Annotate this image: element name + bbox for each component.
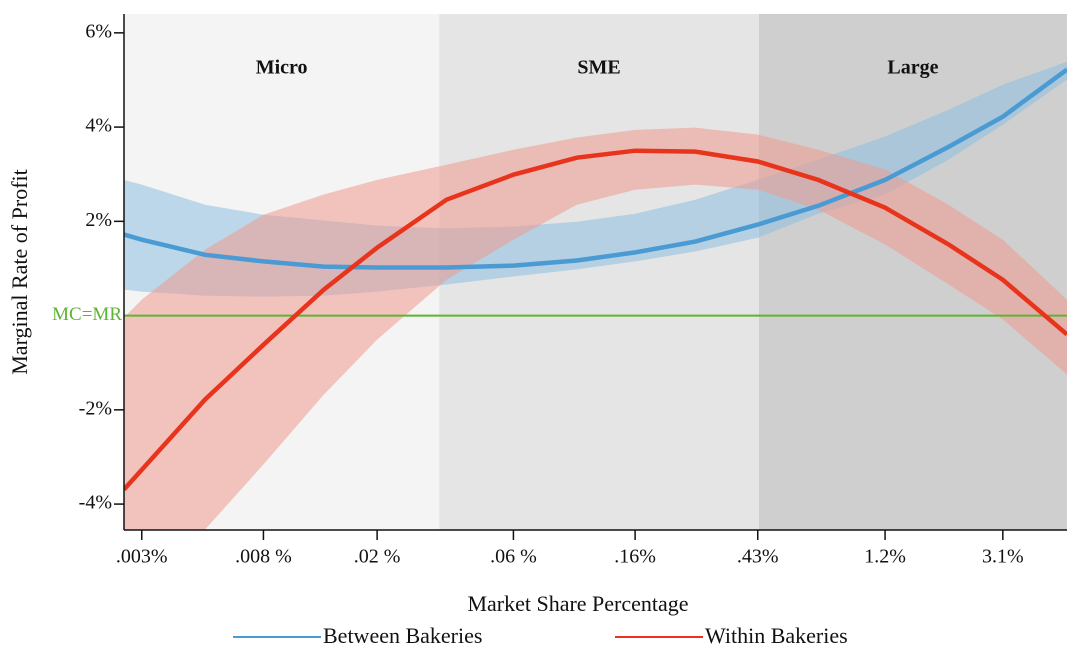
series-line (124, 148, 1067, 492)
x-axis-title: Market Share Percentage (467, 591, 688, 616)
series-line (124, 67, 1067, 270)
legend-label: Within Bakeries (705, 623, 848, 648)
x-tick-label: 3.1% (982, 546, 1024, 568)
region-label: SME (577, 57, 620, 79)
x-tick-label: 1.2% (864, 546, 906, 568)
y-tick-label: 4% (85, 115, 112, 137)
y-axis-title: Marginal Rate of Profit (7, 169, 32, 375)
y-tick-label: 2% (85, 209, 112, 231)
axes: MC=MR 6% 4% 2% -2% -4% .003% .008 % .02 % .06 % .1… (52, 14, 1067, 568)
y-tick-label: -2% (79, 397, 112, 419)
x-tick-label: .06 % (490, 546, 537, 568)
x-tick-label: .16% (614, 546, 656, 568)
reference-label: MC=MR (52, 304, 122, 325)
lines (124, 67, 1067, 492)
x-tick-label: .008 % (235, 546, 292, 568)
x-tick-label: .43% (737, 546, 779, 568)
y-tick-label: -4% (79, 492, 112, 514)
region-label: Large (887, 57, 938, 79)
region-label: Micro (256, 57, 308, 79)
legend-label: Between Bakeries (323, 623, 482, 648)
confidence-band (124, 127, 1067, 530)
x-tick-label: .02 % (354, 546, 401, 568)
y-tick-label: 6% (85, 20, 112, 42)
bands (124, 61, 1067, 530)
x-tick-label: .003% (116, 546, 168, 568)
